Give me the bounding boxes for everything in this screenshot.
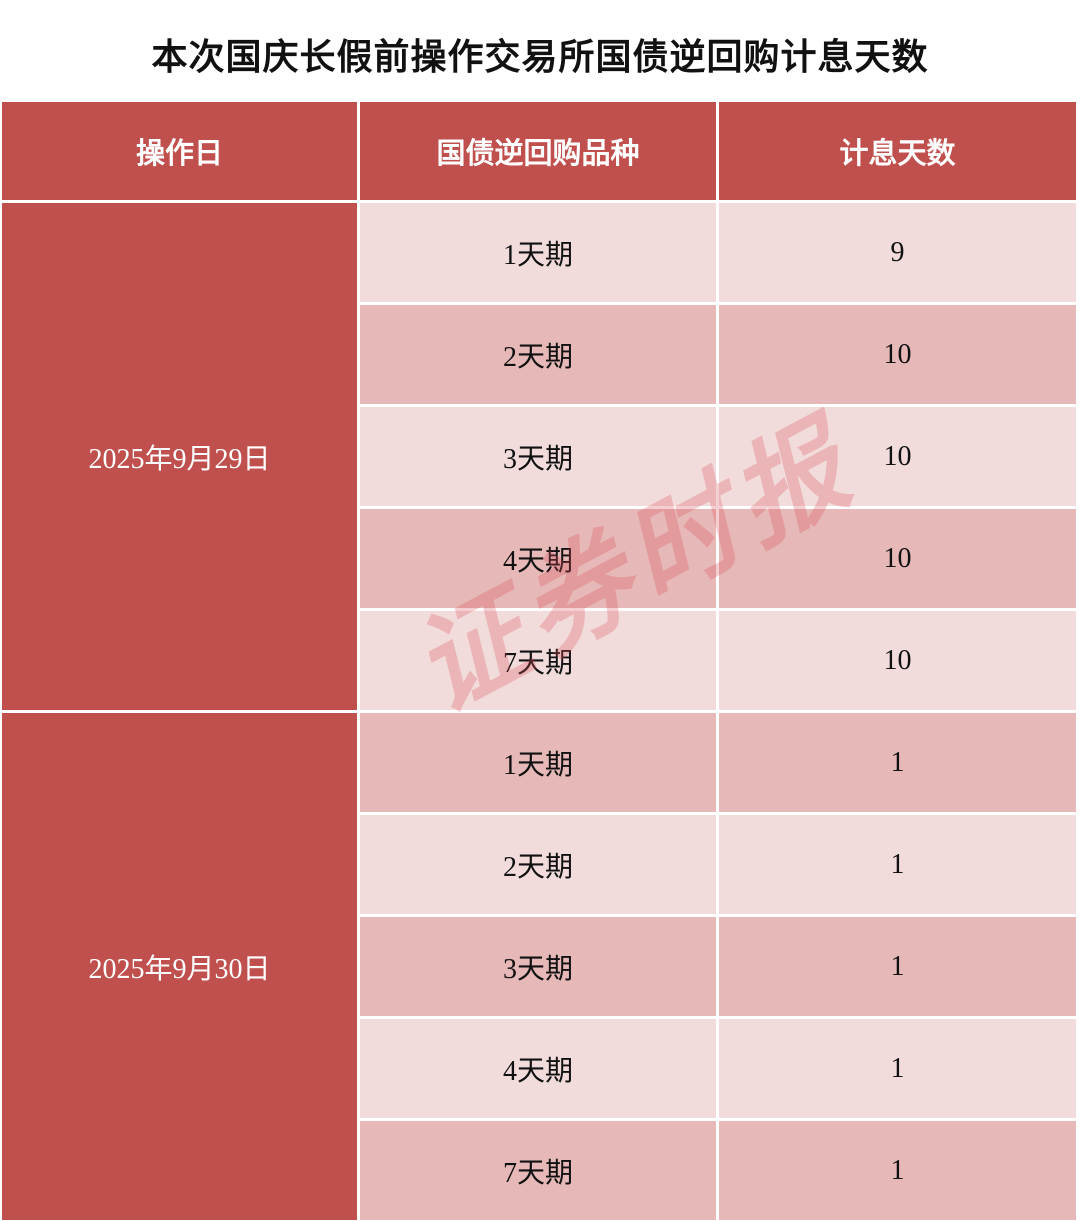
product-cell: 4天期 xyxy=(360,1019,716,1118)
date-cell: 2025年9月30日 xyxy=(2,713,357,1220)
page-title: 本次国庆长假前操作交易所国债逆回购计息天数 xyxy=(151,37,929,77)
header-product: 国债逆回购品种 xyxy=(360,102,716,200)
header-date: 操作日 xyxy=(2,102,357,200)
days-cell: 10 xyxy=(719,611,1076,710)
product-cell: 1天期 xyxy=(360,713,716,812)
product-cell: 4天期 xyxy=(360,509,716,608)
product-cell: 3天期 xyxy=(360,917,716,1016)
days-cell: 10 xyxy=(719,407,1076,506)
product-cell: 2天期 xyxy=(360,305,716,404)
days-cell: 9 xyxy=(719,203,1076,302)
days-cell: 10 xyxy=(719,305,1076,404)
product-cell: 7天期 xyxy=(360,611,716,710)
data-table: 操作日 国债逆回购品种 计息天数 2025年9月29日 1天期 9 2天期 10 3天期 1… xyxy=(2,102,1076,1220)
days-cell: 1 xyxy=(719,713,1076,812)
product-cell: 2天期 xyxy=(360,815,716,914)
date-cell: 2025年9月29日 xyxy=(2,203,357,710)
product-cell: 7天期 xyxy=(360,1121,716,1220)
days-cell: 1 xyxy=(719,1121,1076,1220)
days-cell: 10 xyxy=(719,509,1076,608)
product-cell: 1天期 xyxy=(360,203,716,302)
product-cell: 3天期 xyxy=(360,407,716,506)
days-cell: 1 xyxy=(719,815,1076,914)
header-days: 计息天数 xyxy=(719,102,1076,200)
days-cell: 1 xyxy=(719,917,1076,1016)
days-cell: 1 xyxy=(719,1019,1076,1118)
